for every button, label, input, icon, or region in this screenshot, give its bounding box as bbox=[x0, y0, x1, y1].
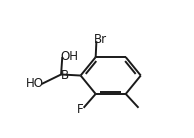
Text: Br: Br bbox=[94, 33, 107, 46]
Text: F: F bbox=[77, 103, 83, 116]
Text: HO: HO bbox=[26, 77, 44, 90]
Text: OH: OH bbox=[60, 50, 78, 63]
Text: B: B bbox=[61, 68, 69, 82]
